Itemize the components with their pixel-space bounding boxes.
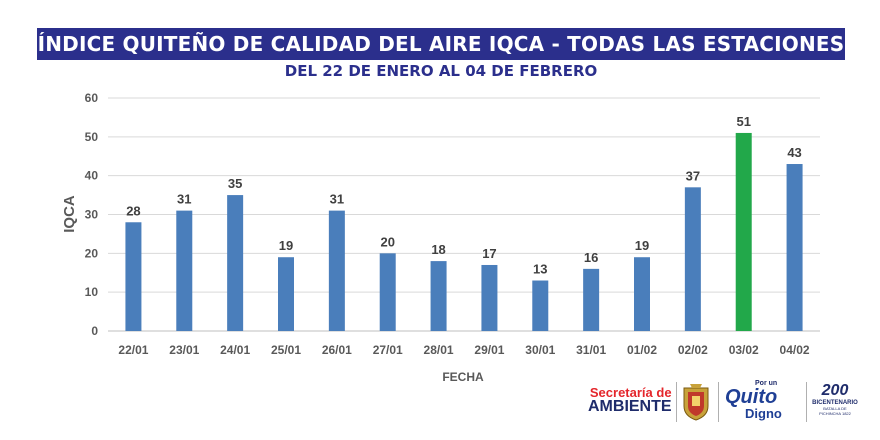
bicentenario-sub: BATALLA DE PICHINCHA 1822 — [819, 406, 851, 416]
y-tick-label: 30 — [85, 208, 99, 222]
quito-name: Quito — [725, 386, 778, 408]
data-label: 20 — [380, 234, 394, 249]
bar — [735, 132, 752, 331]
logo-divider — [676, 382, 677, 422]
data-label: 28 — [126, 203, 140, 218]
data-label: 17 — [482, 246, 496, 261]
x-tick-label: 22/01 — [118, 343, 148, 357]
x-tick-label: 26/01 — [322, 343, 352, 357]
y-tick-label: 50 — [85, 130, 99, 144]
x-tick-label: 29/01 — [474, 343, 504, 357]
y-tick-label: 0 — [91, 324, 98, 338]
logo-divider — [718, 382, 719, 422]
bicentenario-mark: 200 — [821, 382, 849, 399]
bar — [786, 164, 803, 331]
bar — [430, 261, 447, 331]
bicentenario-logo: 200 BICENTENARIO BATALLA DE PICHINCHA 18… — [812, 382, 858, 422]
logo-divider — [806, 382, 807, 422]
x-tick-label: 31/01 — [576, 343, 606, 357]
x-tick-label: 30/01 — [525, 343, 555, 357]
y-tick-label: 10 — [85, 285, 99, 299]
x-tick-label: 24/01 — [220, 343, 250, 357]
y-axis-title: IQCA — [61, 195, 78, 233]
x-tick-label: 04/02 — [780, 343, 810, 357]
bar — [634, 257, 650, 331]
bar — [227, 195, 244, 331]
quito-digno-logo: Por un Quito Digno — [725, 380, 782, 420]
x-tick-label: 25/01 — [271, 343, 301, 357]
x-tick-label: 23/01 — [169, 343, 199, 357]
data-label: 51 — [736, 114, 750, 129]
bar — [481, 264, 498, 331]
quito-tagline: Por un — [755, 380, 778, 387]
data-label: 16 — [584, 250, 598, 265]
y-tick-label: 40 — [85, 169, 99, 183]
x-tick-label: 03/02 — [729, 343, 759, 357]
quito-sub: Digno — [745, 406, 782, 421]
data-label: 37 — [686, 168, 700, 183]
bar — [684, 187, 701, 331]
bar — [328, 210, 345, 331]
chart-subtitle: DEL 22 DE ENERO AL 04 DE FEBRERO — [284, 62, 598, 80]
bar — [583, 268, 600, 331]
data-label: 31 — [177, 192, 191, 207]
secretaria-ambiente-logo: Secretaría de AMBIENTE — [588, 386, 672, 415]
bicentenario-text: BICENTENARIO — [812, 400, 858, 406]
secretaria-line2: AMBIENTE — [588, 398, 672, 415]
data-label: 43 — [787, 145, 801, 160]
bar — [379, 253, 396, 331]
x-tick-label: 01/02 — [627, 343, 657, 357]
bar — [125, 222, 142, 331]
data-label: 18 — [431, 242, 445, 257]
data-label: 19 — [279, 238, 293, 253]
x-tick-label: 02/02 — [678, 343, 708, 357]
x-tick-label: 27/01 — [373, 343, 403, 357]
logos-footer: Secretaría de AMBIENTE Por un Quito Dign… — [580, 378, 860, 426]
bar — [176, 210, 193, 331]
quito-coat-of-arms-icon — [683, 384, 709, 421]
data-label: 13 — [533, 262, 547, 277]
bar — [278, 257, 294, 331]
y-tick-label: 20 — [85, 246, 99, 260]
data-label: 19 — [635, 238, 649, 253]
x-tick-label: 28/01 — [424, 343, 454, 357]
data-label: 35 — [228, 176, 242, 191]
bar — [532, 280, 549, 331]
chart-title: ÍNDICE QUITEÑO DE CALIDAD DEL AIRE IQCA … — [37, 28, 845, 60]
x-axis-title: FECHA — [442, 370, 484, 384]
y-tick-label: 60 — [85, 91, 99, 105]
data-label: 31 — [330, 192, 344, 207]
secretaria-line1: Secretaría de — [589, 385, 672, 400]
